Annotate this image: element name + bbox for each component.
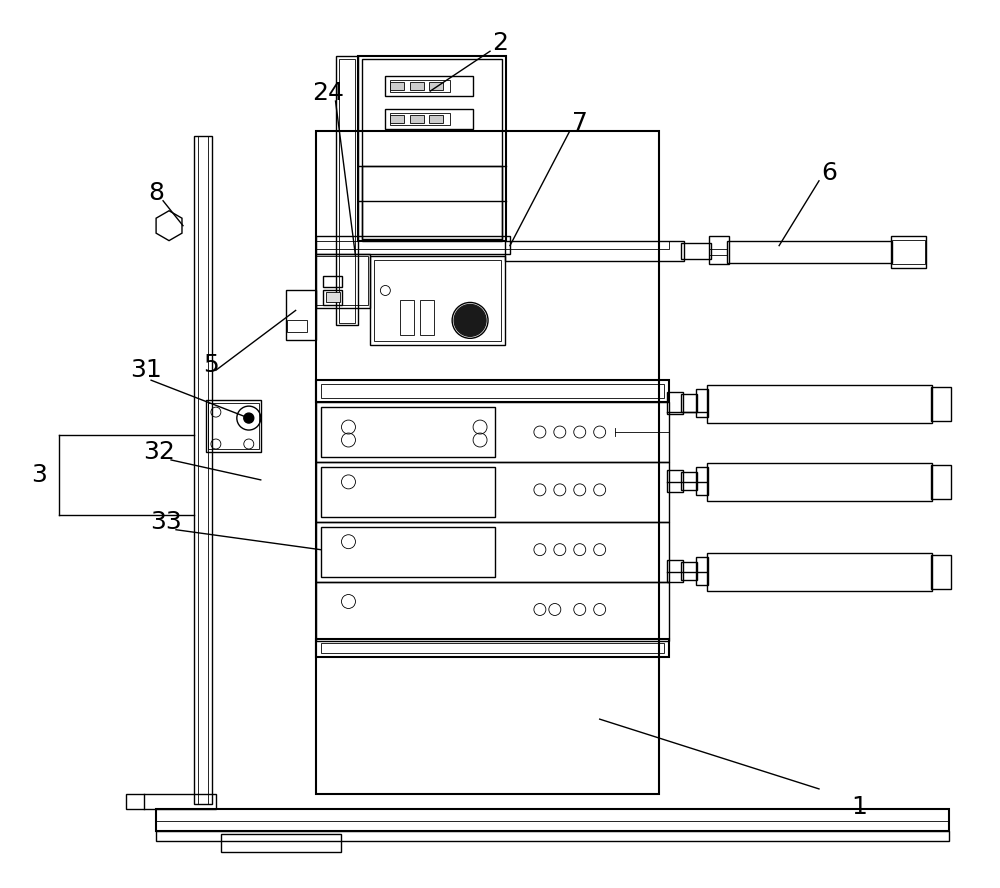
Bar	[316, 582, 669, 641]
Bar	[206, 400, 261, 452]
Bar	[891, 235, 926, 267]
Bar	[667, 470, 683, 492]
Bar	[681, 242, 711, 258]
Text: 24: 24	[313, 81, 345, 105]
Bar	[316, 254, 370, 308]
Bar	[316, 462, 669, 522]
Bar	[707, 385, 932, 423]
Bar	[681, 561, 697, 580]
Bar	[931, 465, 951, 499]
Bar	[316, 241, 669, 249]
Bar	[390, 82, 404, 90]
Bar	[931, 387, 951, 421]
Bar	[194, 136, 212, 804]
Bar	[707, 552, 932, 591]
Bar	[156, 831, 949, 841]
Bar	[931, 555, 951, 589]
Bar	[286, 290, 316, 340]
Bar	[727, 241, 892, 263]
Text: 1: 1	[851, 795, 867, 819]
Bar	[370, 256, 505, 345]
Bar	[696, 557, 708, 584]
Bar	[390, 115, 404, 123]
Bar	[390, 113, 450, 125]
Bar	[221, 834, 341, 852]
Bar	[390, 80, 450, 92]
Bar	[374, 259, 501, 341]
Bar	[326, 292, 340, 303]
Bar	[362, 166, 502, 241]
Bar	[323, 275, 342, 288]
Bar	[316, 380, 669, 402]
Bar	[707, 463, 932, 501]
Text: 2: 2	[492, 31, 508, 55]
Bar	[316, 256, 368, 305]
Text: 31: 31	[130, 358, 162, 382]
Circle shape	[244, 413, 254, 423]
Bar	[429, 82, 443, 90]
Bar	[316, 131, 659, 794]
Bar	[321, 385, 664, 398]
Bar	[287, 321, 307, 332]
Bar	[410, 82, 424, 90]
Bar	[323, 290, 342, 305]
Bar	[198, 136, 208, 804]
Bar	[321, 467, 495, 517]
Bar	[316, 402, 669, 462]
Bar	[709, 235, 729, 264]
Bar	[208, 403, 259, 449]
Bar	[316, 639, 669, 657]
Bar	[667, 392, 683, 414]
Text: 3: 3	[32, 463, 47, 487]
Text: 7: 7	[572, 111, 588, 135]
Text: 33: 33	[150, 510, 182, 534]
Bar	[385, 109, 473, 129]
Bar	[667, 559, 683, 582]
Bar	[892, 240, 925, 264]
Bar	[336, 56, 358, 325]
Bar	[385, 76, 473, 96]
Bar	[410, 115, 424, 123]
Bar	[696, 389, 708, 417]
Bar	[358, 56, 506, 241]
Bar	[126, 794, 216, 809]
Bar	[681, 472, 697, 490]
Bar	[362, 59, 502, 239]
Bar	[505, 241, 684, 260]
Bar	[316, 522, 669, 582]
Bar	[321, 644, 664, 654]
Bar	[339, 59, 355, 323]
Bar	[709, 249, 727, 255]
Text: 6: 6	[821, 161, 837, 185]
Text: 5: 5	[203, 353, 219, 377]
Circle shape	[454, 305, 486, 337]
Bar	[321, 407, 495, 457]
Bar	[156, 809, 949, 831]
Bar	[400, 300, 414, 336]
Bar	[316, 235, 510, 254]
Text: 32: 32	[143, 440, 175, 464]
Text: 8: 8	[148, 181, 164, 205]
Bar	[696, 467, 708, 495]
Bar	[420, 300, 434, 336]
Bar	[681, 394, 697, 412]
Bar	[429, 115, 443, 123]
Bar	[321, 527, 495, 576]
